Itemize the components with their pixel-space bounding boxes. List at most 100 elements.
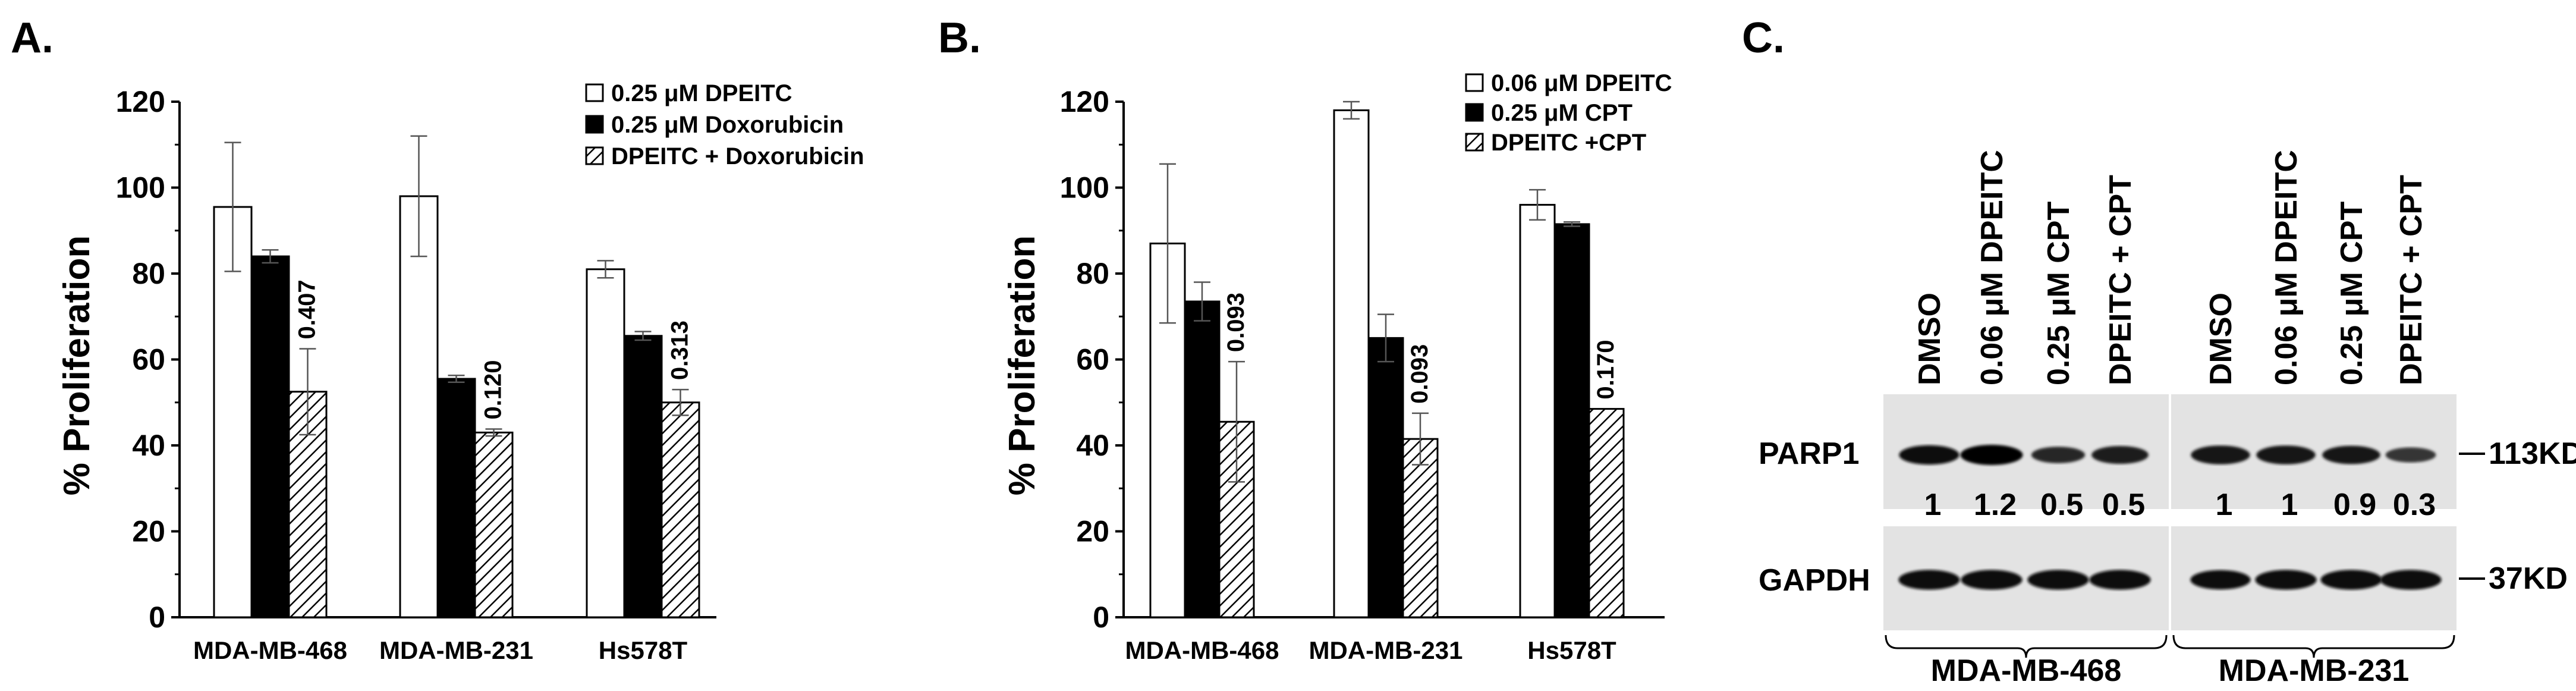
- chart-b-y-tick-label: 80: [1076, 257, 1109, 290]
- chart-a-bar: [660, 401, 700, 618]
- chart-a-bar: [623, 335, 663, 618]
- chart-b-bar: [1553, 223, 1590, 618]
- chart-b-x-tick-label: Hs578T: [1527, 636, 1616, 664]
- panel-a-chart: A. 0 20 40 60 80 100 120 % Proliferation MDA-MB-…: [11, 14, 864, 664]
- blot-band: [1960, 445, 2023, 465]
- blot-band: [2190, 570, 2251, 590]
- chart-b-legend-swatch: [1465, 103, 1484, 122]
- blot-ratio-value: 0.3: [2393, 488, 2436, 522]
- blot-bracket: [1885, 635, 2168, 658]
- chart-b-legend-label: DPEITC +CPT: [1491, 130, 1646, 156]
- blot-ratio-value: 1: [2216, 488, 2233, 522]
- blot-row-label: GAPDH: [1759, 563, 1870, 598]
- blot-ratio-value: 0.5: [2040, 488, 2083, 522]
- blot-ratio-value: 1: [2281, 488, 2298, 522]
- chart-b-y-tick-label: 60: [1076, 343, 1109, 376]
- panel-b-chart: B. 0 20 40 60 80 100 120 % Proliferation MDA-MB-…: [938, 14, 1672, 664]
- blot-band: [1898, 570, 1960, 590]
- chart-b-legend-label: 0.06 μM DPEITC: [1491, 70, 1672, 96]
- blot-band: [1961, 570, 2023, 590]
- chart-a-y-tick-label: 100: [116, 171, 165, 205]
- blot-band: [2256, 445, 2316, 464]
- chart-b-x-tick-label: MDA-MB-231: [1309, 636, 1462, 664]
- blot-band: [2322, 445, 2380, 464]
- blot-row-label: PARP1: [1759, 436, 1860, 471]
- blot-lane-label: 0.06 μM DPEITC: [2269, 150, 2304, 385]
- chart-a-legend-swatch: [585, 83, 604, 102]
- chart-a-legend-swatch: [585, 115, 604, 134]
- blot-lane-label: DPEITC + CPT: [2103, 175, 2138, 385]
- chart-b-p-value-label: 0.093: [1407, 344, 1433, 404]
- chart-b-y-axis-label: % Proliferation: [1002, 235, 1043, 496]
- chart-a-p-value-label: 0.407: [294, 279, 320, 339]
- blot-lane-label: DPEITC + CPT: [2394, 175, 2429, 385]
- chart-a-legend-label: DPEITC + Doxorubicin: [611, 143, 864, 169]
- chart-b-bar: [1588, 408, 1625, 618]
- blot-lane-label: 0.25 μM CPT: [2042, 202, 2076, 385]
- chart-b-p-value-label: 0.170: [1593, 340, 1619, 399]
- blot-cell-line-label: MDA-MB-231: [2219, 654, 2410, 688]
- blot-bracket: [2172, 635, 2455, 658]
- blot-band: [2089, 570, 2151, 590]
- panel-c-letter: C.: [1742, 14, 1785, 62]
- chart-a-bar: [213, 206, 253, 618]
- panel-a-letter: A.: [11, 14, 54, 62]
- chart-a-x-tick-label: MDA-MB-231: [379, 636, 533, 664]
- blot-ratio-value: 1: [1924, 488, 1942, 522]
- chart-a-bar: [474, 431, 514, 618]
- blot-band: [2380, 570, 2442, 590]
- chart-a-y-axis-label: % Proliferation: [56, 235, 97, 496]
- chart-a-legend-label: 0.25 μM Doxorubicin: [611, 112, 844, 138]
- panel-c-western-blot: C. DMSO 0.06 μM DPEITC 0.25 μM CPT DPEITC +…: [1742, 14, 2576, 688]
- chart-b-y-tick-label: 40: [1076, 429, 1109, 462]
- blot-band: [2385, 447, 2436, 463]
- chart-b-y-tick-label: 120: [1060, 85, 1109, 118]
- chart-b-y-tick-label: 0: [1093, 601, 1109, 634]
- chart-a-bar: [586, 268, 625, 618]
- chart-a-x-tick-label: Hs578T: [599, 636, 688, 664]
- blot-band: [2027, 570, 2089, 590]
- blot-ratio-value: 1.2: [1974, 488, 2017, 522]
- blot-band: [2031, 447, 2086, 463]
- chart-b-bar: [1333, 109, 1370, 618]
- chart-a-bar: [436, 378, 476, 618]
- chart-b-legend-label: 0.25 μM CPT: [1491, 100, 1633, 126]
- chart-b-y-tick-label: 20: [1076, 515, 1109, 548]
- chart-b-y-tick-label: 100: [1060, 171, 1109, 205]
- chart-b-bar: [1184, 300, 1221, 618]
- blot-lane-label: DMSO: [2204, 293, 2238, 385]
- chart-a-y-tick-label: 120: [116, 85, 165, 118]
- blot-band: [2191, 445, 2250, 464]
- chart-a-p-value-label: 0.120: [480, 360, 507, 419]
- chart-a-legend-swatch: [585, 146, 604, 165]
- blot-band: [2320, 570, 2382, 590]
- chart-b-x-tick-label: MDA-MB-468: [1125, 636, 1279, 664]
- blot-marker-label: 37KD: [2489, 561, 2568, 596]
- chart-a-bar: [250, 255, 290, 618]
- chart-a-y-tick-label: 60: [132, 343, 165, 376]
- chart-b-bar: [1402, 438, 1439, 618]
- blot-band: [2255, 570, 2317, 590]
- chart-a-y-tick-label: 80: [132, 257, 165, 290]
- chart-b-legend-swatch: [1465, 73, 1484, 92]
- chart-a-y-tick-label: 40: [132, 429, 165, 462]
- chart-a-p-value-label: 0.313: [667, 321, 693, 380]
- chart-a-y-tick-label: 20: [132, 515, 165, 548]
- chart-a-x-tick-label: MDA-MB-468: [193, 636, 347, 664]
- blot-lane-label: DMSO: [1913, 293, 1947, 385]
- blot-cell-line-label: MDA-MB-468: [1931, 654, 2122, 688]
- panel-b-letter: B.: [938, 14, 981, 62]
- chart-b-legend-swatch: [1465, 133, 1484, 152]
- chart-b-p-value-label: 0.093: [1223, 293, 1249, 352]
- blot-band: [1899, 445, 1959, 465]
- chart-a-legend-label: 0.25 μM DPEITC: [611, 80, 792, 106]
- chart-b-bar: [1519, 203, 1556, 618]
- chart-a-y-tick-label: 0: [149, 601, 165, 634]
- chart-b-bar: [1367, 337, 1404, 618]
- blot-ratio-value: 0.5: [2102, 488, 2145, 522]
- blot-band: [2091, 446, 2149, 464]
- blot-marker-label: 113KD: [2489, 436, 2576, 471]
- blot-lane-label: 0.25 μM CPT: [2335, 202, 2369, 385]
- blot-ratio-value: 0.9: [2333, 488, 2376, 522]
